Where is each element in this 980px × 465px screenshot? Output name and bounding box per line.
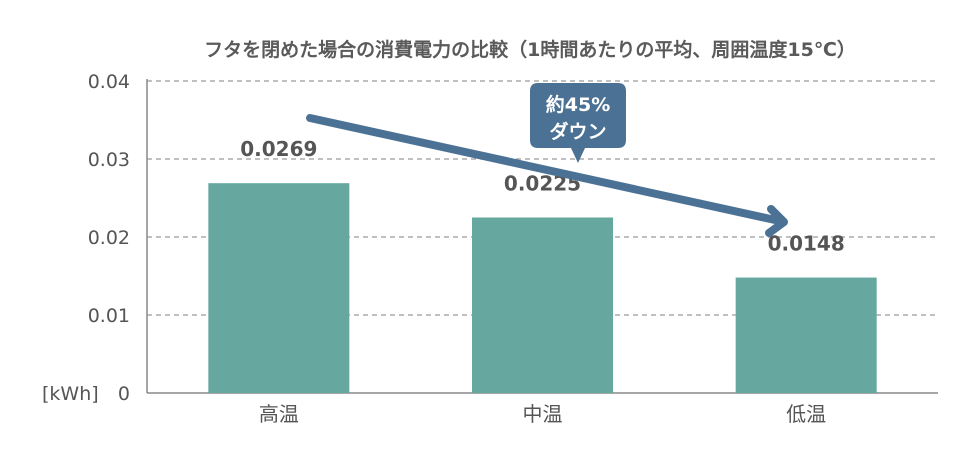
category-label: 中温 bbox=[523, 402, 563, 426]
y-axis-ticks: 0 0.01 0.02 0.03 0.04 bbox=[88, 71, 130, 405]
bar bbox=[472, 217, 613, 393]
trend-arrow bbox=[306, 114, 788, 237]
callout-line-2: ダウン bbox=[549, 120, 606, 143]
bar bbox=[208, 183, 350, 393]
category-label: 低温 bbox=[786, 402, 826, 426]
category-label: 高温 bbox=[259, 402, 299, 426]
y-tick-label: 0 bbox=[118, 383, 130, 405]
bar-value-label: 0.0148 bbox=[768, 232, 845, 256]
category-labels: 高温 中温 低温 bbox=[259, 402, 826, 426]
bar-value-label: 0.0269 bbox=[240, 137, 317, 161]
y-tick-label: 0.04 bbox=[88, 71, 130, 93]
chart-title: フタを閉めた場合の消費電力の比較（1時間あたりの平均、周囲温度15℃） bbox=[204, 38, 856, 61]
y-tick-label: 0.01 bbox=[88, 305, 130, 327]
bar bbox=[735, 277, 877, 393]
y-axis-unit: [kWh] bbox=[42, 383, 99, 405]
callout-bubble bbox=[530, 83, 626, 163]
callout-line-1: 約45% bbox=[546, 93, 610, 116]
y-tick-label: 0.03 bbox=[88, 149, 130, 171]
callout: 約45% ダウン bbox=[530, 83, 626, 163]
trend-arrow-head bbox=[765, 205, 788, 237]
trend-arrow-shaft bbox=[306, 114, 779, 224]
bars bbox=[208, 183, 877, 393]
y-tick-label: 0.02 bbox=[88, 227, 130, 249]
